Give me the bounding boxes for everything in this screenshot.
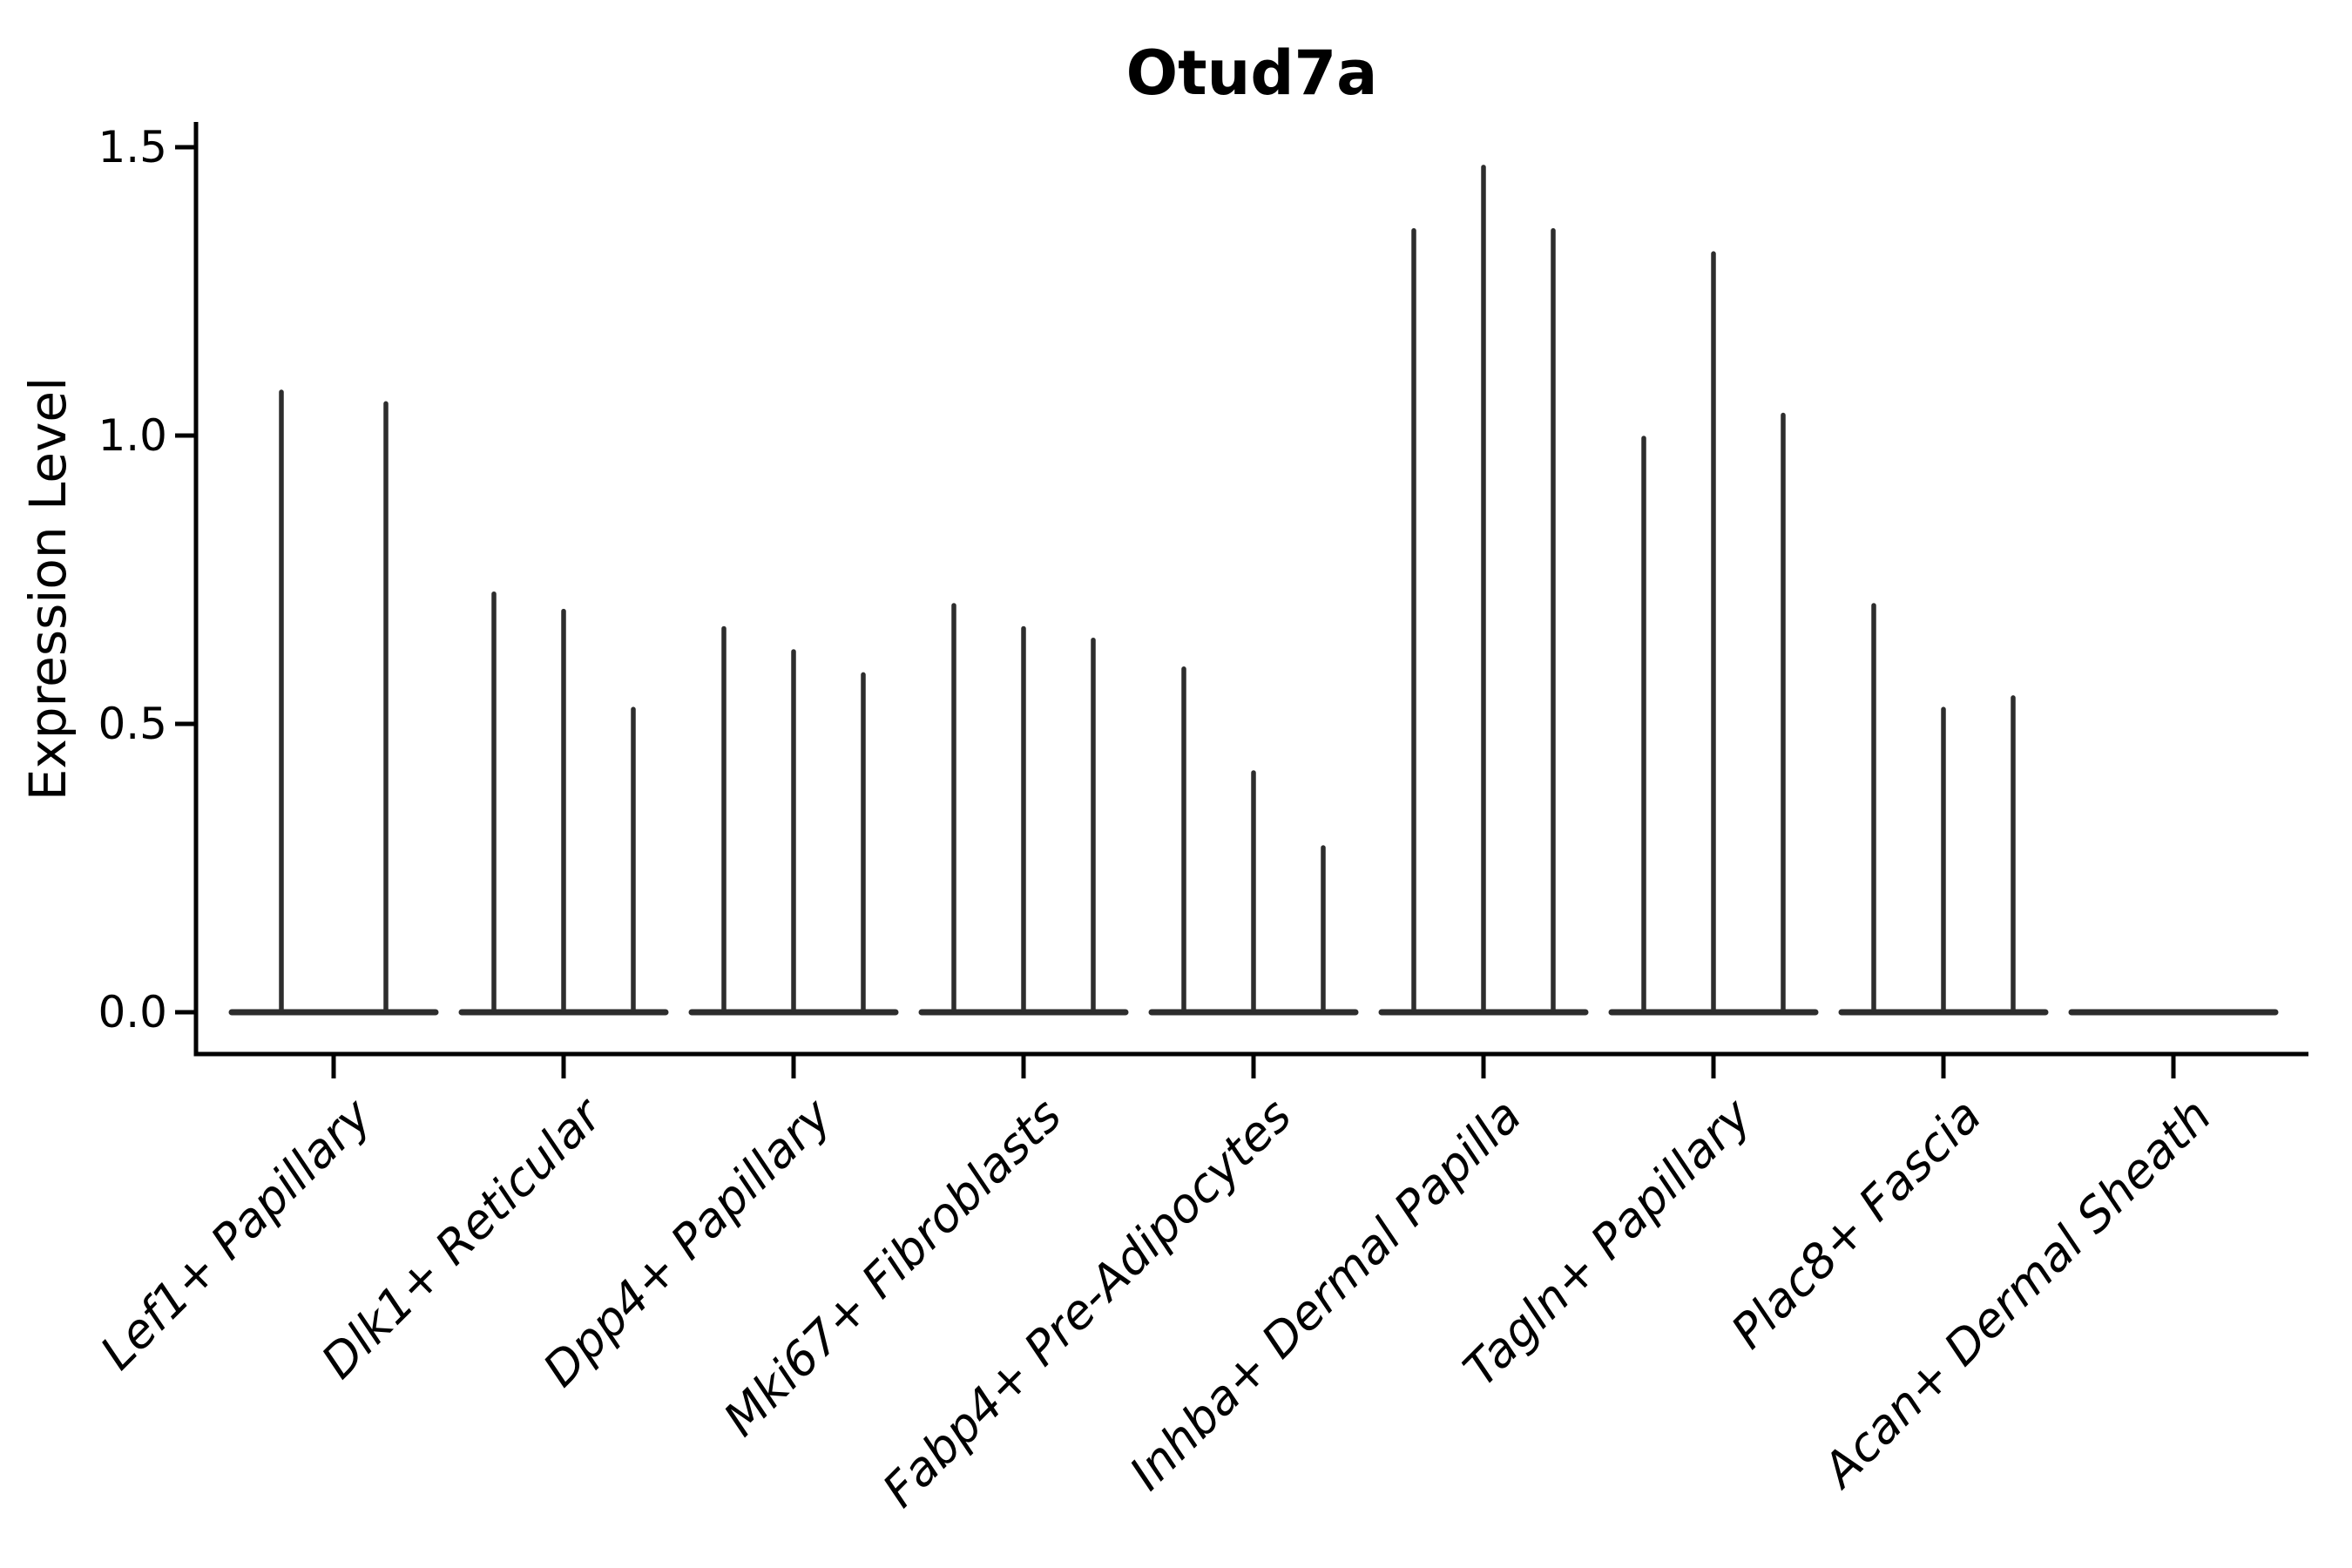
y-tick-label: 0.0 (98, 987, 167, 1037)
x-tick-label: Inhba+ Dermal Papilla (1119, 1088, 1532, 1501)
y-tick-label: 1.5 (98, 122, 167, 172)
x-tick-label: Fabp4+ Pre-Adipocytes (872, 1088, 1301, 1517)
chart-title: Otud7a (1126, 37, 1378, 109)
x-tick-label: Acan+ Dermal Sheath (1811, 1088, 2222, 1499)
y-tick-label: 0.5 (98, 699, 167, 749)
y-tick-label: 1.0 (98, 410, 167, 461)
y-axis-label: Expression Level (18, 377, 78, 801)
x-tick-label: Plac8+ Fascia (1720, 1088, 1991, 1359)
